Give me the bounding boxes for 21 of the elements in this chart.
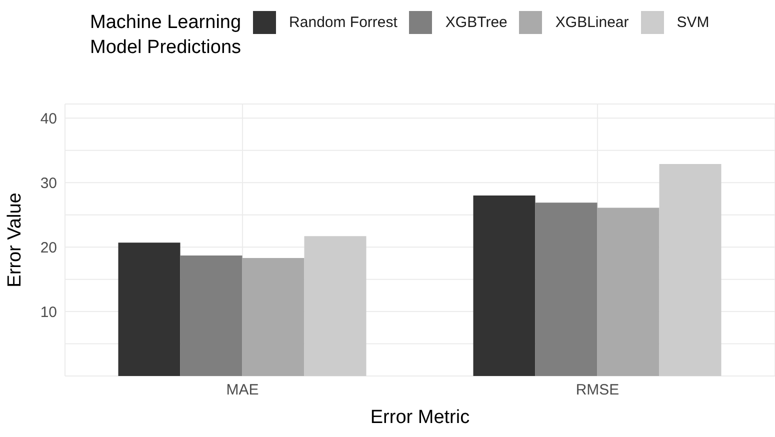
y-tick-label: 30 xyxy=(40,174,57,192)
bar xyxy=(304,236,366,376)
y-axis-title: Error Value xyxy=(4,192,26,288)
legend-label: XGBTree xyxy=(445,14,508,31)
bar xyxy=(242,258,304,376)
legend-label: SVM xyxy=(676,14,710,31)
bar xyxy=(180,255,242,376)
bar xyxy=(659,164,722,376)
x-tick-label: RMSE xyxy=(576,382,620,399)
y-tick-label: 40 xyxy=(40,110,57,128)
bar xyxy=(535,202,598,376)
legend-label: Random Forrest xyxy=(289,14,398,31)
y-tick-label: 20 xyxy=(40,239,57,256)
y-tick-label: 10 xyxy=(40,304,57,321)
x-tick-label: MAE xyxy=(226,382,259,399)
legend-title: Machine Learning Model Predictions xyxy=(90,11,242,60)
legend-label: XGBLinear xyxy=(555,14,629,31)
bar xyxy=(473,196,536,376)
bar xyxy=(118,242,180,376)
bar xyxy=(597,208,660,376)
x-axis-title: Error Metric xyxy=(370,407,470,428)
